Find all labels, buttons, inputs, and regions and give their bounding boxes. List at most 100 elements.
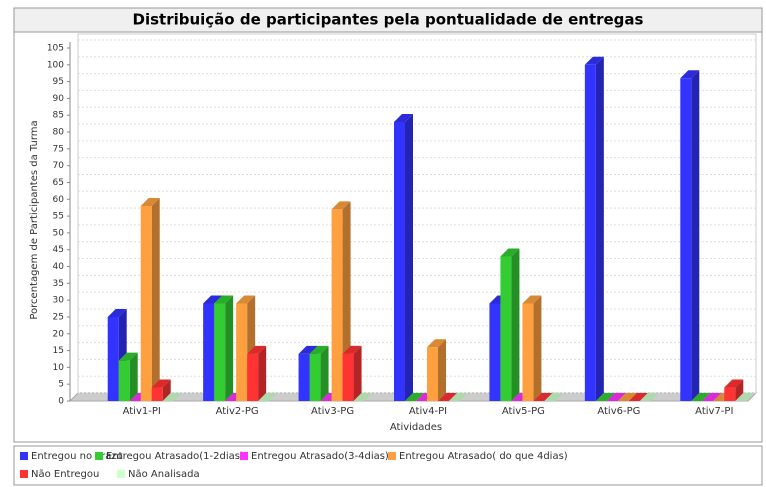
bar-top xyxy=(394,113,413,122)
bar-top xyxy=(342,345,362,354)
bar-top xyxy=(595,393,615,401)
legend-label: Entregou Atrasado(1-2dias) xyxy=(106,451,244,462)
legend-label: Entregou Atrasado(3-4dias) xyxy=(251,451,389,462)
bar xyxy=(680,78,692,401)
y-axis-label: Porcentagem de Participantes da Turma xyxy=(29,120,40,319)
bar-top xyxy=(544,393,564,401)
y-tick-label: 90 xyxy=(53,94,65,104)
x-tick-label: Ativ3-PG xyxy=(311,406,354,417)
bar-side xyxy=(162,379,171,401)
x-tick-label: Ativ7-PI xyxy=(695,406,733,417)
bar-top xyxy=(258,393,278,401)
y-tick-label: 10 xyxy=(53,363,65,373)
y-tick-label: 65 xyxy=(53,178,64,188)
bar-top xyxy=(151,379,171,388)
y-tick-label: 5 xyxy=(58,380,64,390)
bar-side xyxy=(320,345,329,401)
bar-top xyxy=(702,393,722,401)
bar-side xyxy=(129,352,138,401)
bar-top xyxy=(724,379,744,388)
bar-top xyxy=(353,393,373,401)
y-tick-label: 45 xyxy=(53,245,64,255)
bar xyxy=(522,303,534,401)
y-tick-label: 20 xyxy=(53,329,65,339)
y-tick-label: 0 xyxy=(58,397,64,407)
y-tick-label: 30 xyxy=(53,296,65,306)
bar-top xyxy=(639,393,659,401)
bar-top xyxy=(533,393,553,401)
bar-side xyxy=(353,345,362,401)
bar-side xyxy=(735,379,744,401)
y-tick-label: 70 xyxy=(53,161,65,171)
y-tick-label: 35 xyxy=(53,279,64,289)
x-tick-label: Ativ1-PI xyxy=(123,406,161,417)
legend-swatch xyxy=(20,470,28,478)
bar-top xyxy=(309,345,329,354)
bar-top xyxy=(236,295,256,304)
bar-side xyxy=(258,345,267,401)
bar xyxy=(236,303,248,401)
bar-top xyxy=(735,393,755,401)
bar xyxy=(203,303,215,401)
bar xyxy=(214,303,226,401)
bar xyxy=(724,387,736,401)
bar-top xyxy=(584,56,604,65)
bar-top xyxy=(214,295,234,304)
y-tick-label: 55 xyxy=(53,212,64,222)
bar xyxy=(298,353,310,401)
plot-background xyxy=(77,33,757,394)
bar-side xyxy=(225,295,234,401)
y-tick-label: 25 xyxy=(53,312,64,322)
bar xyxy=(427,347,438,401)
bar xyxy=(247,353,259,401)
bar-top xyxy=(680,70,700,79)
bar xyxy=(394,121,405,401)
bar-top xyxy=(118,352,138,361)
bar-top xyxy=(405,393,424,401)
bar-top xyxy=(522,295,542,304)
y-tick-label: 80 xyxy=(53,128,65,138)
bar-side xyxy=(691,70,700,401)
y-tick-label: 100 xyxy=(47,60,64,70)
bar-top xyxy=(203,295,223,304)
x-tick-label: Ativ2-PG xyxy=(216,406,259,417)
legend-swatch xyxy=(240,452,248,460)
legend-swatch xyxy=(20,452,28,460)
bar xyxy=(500,256,512,401)
legend-label: Entregou no Prazo xyxy=(31,451,123,462)
y-tick-label: 40 xyxy=(53,262,65,272)
bar-top xyxy=(500,248,520,257)
bar xyxy=(107,316,119,401)
bar-top xyxy=(427,339,446,348)
bar-top xyxy=(107,308,127,317)
bar-side xyxy=(595,56,604,402)
chart-title: Distribuição de participantes pela pontu… xyxy=(133,11,644,29)
bar xyxy=(309,353,321,401)
bar xyxy=(342,353,354,401)
bar-top xyxy=(691,393,711,401)
y-tick-label: 95 xyxy=(53,77,64,87)
y-tick-label: 50 xyxy=(53,228,65,238)
bar-top xyxy=(449,393,468,401)
bar-top xyxy=(617,393,637,401)
title-bar xyxy=(13,7,763,33)
bar-top xyxy=(628,393,648,401)
legend-swatch xyxy=(117,470,125,478)
y-tick-label: 85 xyxy=(53,111,64,121)
legend-swatch xyxy=(95,452,103,460)
bar xyxy=(140,206,152,401)
bar-side xyxy=(511,248,520,401)
bar xyxy=(489,303,501,401)
bar-top xyxy=(247,345,267,354)
x-tick-label: Ativ6-PG xyxy=(597,406,640,417)
y-tick-label: 75 xyxy=(53,144,64,154)
bar-top xyxy=(298,345,318,354)
x-tick-label: Ativ5-PG xyxy=(502,406,545,417)
legend-label: Entregou Atrasado( do que 4dias) xyxy=(399,451,568,462)
bar-side xyxy=(151,198,160,401)
bar-side xyxy=(533,295,542,401)
bar xyxy=(331,209,343,401)
bar-top xyxy=(606,393,626,401)
bar-top xyxy=(162,393,182,401)
